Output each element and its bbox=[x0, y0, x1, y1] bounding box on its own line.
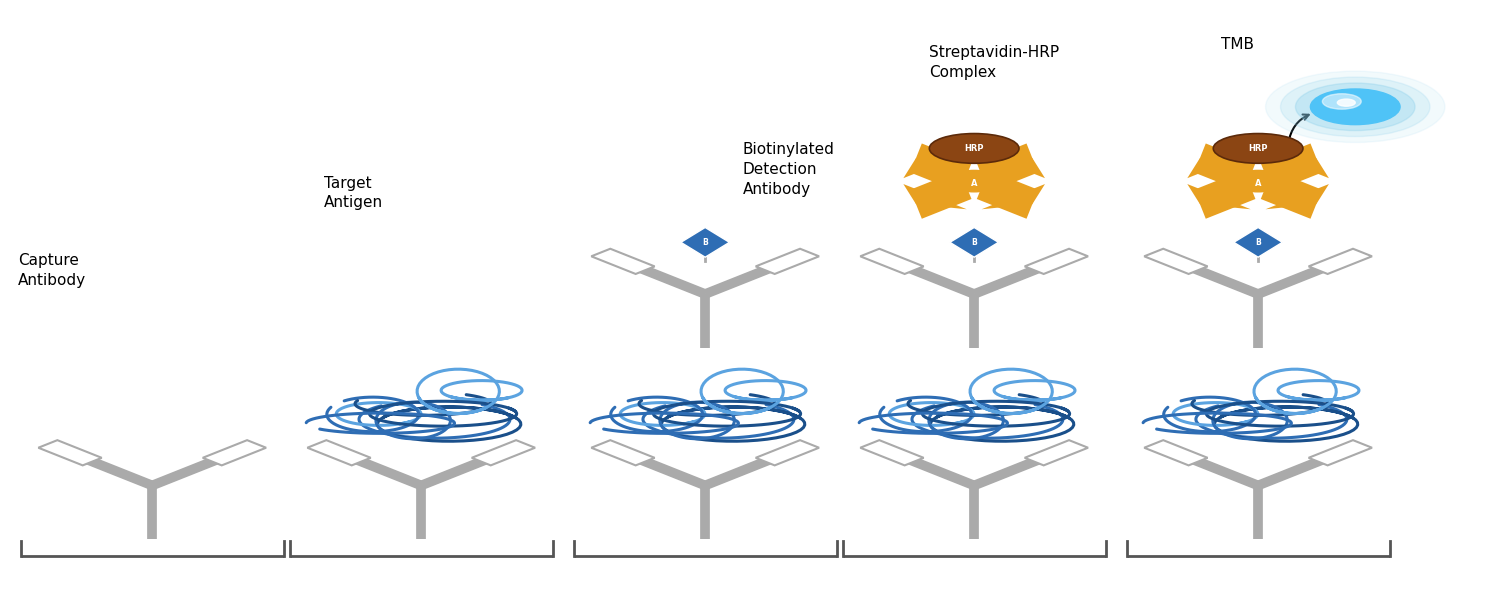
Polygon shape bbox=[1144, 249, 1208, 274]
Polygon shape bbox=[471, 440, 536, 466]
Polygon shape bbox=[981, 153, 1046, 178]
Text: Capture
Antibody: Capture Antibody bbox=[18, 253, 86, 287]
Polygon shape bbox=[1308, 249, 1372, 274]
Circle shape bbox=[1266, 71, 1444, 142]
Text: HRP: HRP bbox=[964, 144, 984, 153]
Polygon shape bbox=[1024, 249, 1088, 274]
Polygon shape bbox=[1024, 440, 1088, 466]
Text: Streptavidin-HRP
Complex: Streptavidin-HRP Complex bbox=[930, 45, 1059, 80]
Text: A: A bbox=[970, 179, 978, 188]
Text: B: B bbox=[702, 238, 708, 247]
Polygon shape bbox=[591, 440, 654, 466]
Ellipse shape bbox=[1214, 134, 1304, 163]
Circle shape bbox=[1311, 89, 1400, 125]
Circle shape bbox=[1323, 94, 1360, 109]
Ellipse shape bbox=[930, 134, 1019, 163]
Text: Biotinylated
Detection
Antibody: Biotinylated Detection Antibody bbox=[742, 142, 834, 197]
Text: B: B bbox=[1256, 238, 1262, 247]
Polygon shape bbox=[981, 184, 1046, 209]
Polygon shape bbox=[1188, 153, 1251, 178]
Text: TMB: TMB bbox=[1221, 37, 1254, 52]
Polygon shape bbox=[756, 440, 819, 466]
Polygon shape bbox=[202, 440, 266, 466]
Circle shape bbox=[1281, 77, 1430, 137]
Text: Target
Antigen: Target Antigen bbox=[324, 176, 382, 211]
Text: B: B bbox=[972, 238, 976, 247]
Circle shape bbox=[1338, 99, 1356, 106]
Circle shape bbox=[1232, 170, 1286, 192]
Polygon shape bbox=[903, 184, 968, 209]
Polygon shape bbox=[308, 440, 370, 466]
Polygon shape bbox=[861, 249, 924, 274]
Circle shape bbox=[948, 170, 1000, 192]
Circle shape bbox=[1296, 83, 1414, 131]
Polygon shape bbox=[1308, 440, 1372, 466]
Polygon shape bbox=[1266, 153, 1329, 178]
Polygon shape bbox=[39, 440, 102, 466]
Polygon shape bbox=[903, 153, 968, 178]
Polygon shape bbox=[1234, 227, 1282, 257]
Polygon shape bbox=[591, 249, 654, 274]
Text: HRP: HRP bbox=[1248, 144, 1268, 153]
Polygon shape bbox=[1266, 184, 1329, 209]
Polygon shape bbox=[681, 227, 729, 257]
Polygon shape bbox=[756, 249, 819, 274]
Polygon shape bbox=[1144, 440, 1208, 466]
Polygon shape bbox=[1188, 184, 1251, 209]
Polygon shape bbox=[861, 440, 924, 466]
Polygon shape bbox=[950, 227, 999, 257]
Text: A: A bbox=[1256, 179, 1262, 188]
